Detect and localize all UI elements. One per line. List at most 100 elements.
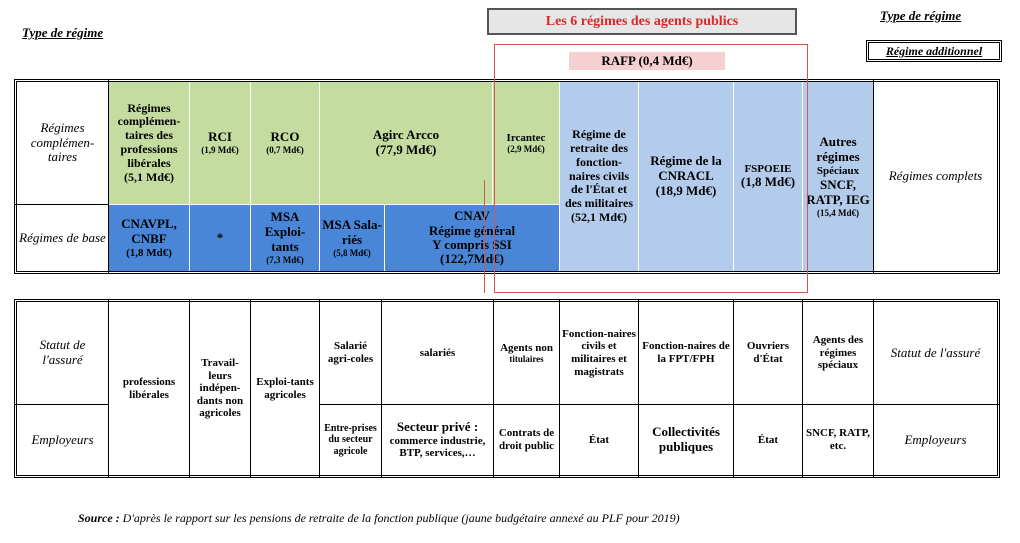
cell-rci: RCI (1,9 Md€) <box>190 82 250 204</box>
cell-autres-regimes: Autres régimes Spéciaux SNCF, RATP, IEG … <box>803 82 873 271</box>
t2-v5 <box>381 299 382 478</box>
msa-exp-title: MSA Exploi-tants <box>264 209 306 255</box>
cnracl-title: Régime de la CNRACL <box>650 153 722 184</box>
cell-right-statut: Statut de l'assuré <box>874 302 997 404</box>
autres-title: Autres régimes <box>816 134 860 165</box>
cnracl-amount: (18,9 Md€) <box>655 182 717 198</box>
cnav-title: CNAV <box>454 208 490 224</box>
row-label-statut: Statut de l'assuré <box>17 302 108 404</box>
t2-v10 <box>802 299 803 478</box>
table-regimes <box>14 79 1000 274</box>
rci-title: RCI <box>208 129 232 145</box>
source-text: D'après le rapport sur les pensions de r… <box>119 511 680 525</box>
secteur-prive-title: Secteur privé : <box>396 418 479 434</box>
cell-prof-liberales: professions libérales <box>109 302 189 475</box>
agents-speciaux-text: Agents des régimes spéciaux <box>812 334 864 372</box>
cell-cnav: CNAV Régime général Y compris SSI (122,7… <box>385 205 559 271</box>
row-label-base: Régimes de base <box>17 205 108 271</box>
t2-v1 <box>108 299 109 478</box>
collectivites-text: Collectivités publiques <box>652 424 720 454</box>
t2-v9 <box>733 299 734 478</box>
cell-etat-1: État <box>560 405 638 475</box>
t2-v8 <box>638 299 639 478</box>
row-label-employeurs-text: Employeurs <box>31 431 94 447</box>
t2-v3 <box>250 299 251 478</box>
cell-regimes-complets: Régimes complets <box>874 82 997 271</box>
cell-ircantec: Ircantec (2,9 Md€) <box>493 82 559 204</box>
row-label-base-text: Régimes de base <box>19 229 106 245</box>
cell-msa-salaries: MSA Sala-riés (5,8 Md€) <box>320 205 384 271</box>
row-label-complementaires-text: Régimes complémen-taires <box>30 119 95 165</box>
etat-2-text: État <box>757 433 779 446</box>
secteur-prive-body: commerce industrie, BTP, services,… <box>389 434 486 460</box>
autres-list: SNCF, RATP, IEG <box>806 176 870 207</box>
rci-amount: (1,9 Md€) <box>201 145 239 156</box>
cell-exploitants: Exploi-tants agricoles <box>251 302 319 475</box>
fonctionnaires-civils-text: Fonction-naires civils et militaires et … <box>562 327 636 378</box>
type-regime-right-label: Type de régime <box>880 8 962 23</box>
cell-fonctionnaires-etat: Régime de retraite des fonction-naires c… <box>560 82 638 271</box>
cell-msa-exploitants: MSA Exploi-tants (7,3 Md€) <box>251 205 319 271</box>
agirc-amount: (77,9 Md€) <box>375 142 437 157</box>
regimes-complets-text: Régimes complets <box>888 168 983 184</box>
cell-fspoeie: FSPOEIE (1,8 Md€) <box>734 82 802 271</box>
t2-v11 <box>873 299 874 478</box>
t2-hline-mid <box>320 404 873 405</box>
row-label-statut-text: Statut de l'assuré <box>39 337 86 367</box>
cell-agents-speciaux: Agents des régimes spéciaux <box>803 302 873 404</box>
prof-liberales-text: professions libérales <box>122 375 176 401</box>
t2-v6 <box>493 299 494 478</box>
table-statut <box>14 299 1000 478</box>
entreprises-agricole-text: Entre-prises du secteur agricole <box>324 422 377 457</box>
cnav-amount: (122,7Md€) <box>440 251 504 267</box>
sncf-ratp-text: SNCF, RATP, etc. <box>805 427 871 452</box>
cell-liberales: Régimes complémen-taires des professions… <box>109 82 189 204</box>
t2-v4 <box>319 299 320 478</box>
cell-agirc-arcco: Agirc Arcco (77,9 Md€) <box>320 82 492 204</box>
exploitants-text: Exploi-tants agricoles <box>256 375 314 401</box>
agirc-title: Agirc Arcco <box>372 127 440 143</box>
msa-sal-amount: (5,8 Md€) <box>333 247 371 258</box>
cell-secteur-prive: Secteur privé : commerce industrie, BTP,… <box>382 405 493 475</box>
cell-etat-2: État <box>734 405 802 475</box>
cell-fonctionnaires-fpt: Fonction-naires de la FPT/FPH <box>639 302 733 404</box>
salaries-text: salariés <box>419 346 456 359</box>
t1-hline-left <box>14 204 109 205</box>
t2-v7 <box>559 299 560 478</box>
liberales-title: Régimes complémen-taires des professions… <box>117 100 181 170</box>
liberales-amount: (5,1 Md€) <box>124 169 174 184</box>
row-label-employeurs: Employeurs <box>17 405 108 475</box>
t2-hline-right <box>873 404 1000 405</box>
autres-amount: (15,4 Md€) <box>817 207 859 218</box>
t2-v2 <box>189 299 190 478</box>
cell-collectivites: Collectivités publiques <box>639 405 733 475</box>
cell-travailleurs: Travail-leurs indépen-dants non agricole… <box>190 302 250 475</box>
cell-fonctionnaires-civils: Fonction-naires civils et militaires et … <box>560 302 638 404</box>
msa-sal-title: MSA Sala-riés <box>322 216 382 247</box>
cell-cnavpl: CNAVPL, CNBF (1,8 Md€) <box>109 205 189 271</box>
msa-exp-amount: (7,3 Md€) <box>266 255 304 266</box>
cell-salaries: salariés <box>382 302 493 404</box>
cell-agents-non-tit: Agents non titulaires <box>494 302 559 404</box>
source-label: Source : <box>78 511 120 525</box>
rco-title: RCO <box>270 129 300 145</box>
agents-non-tit-sub: titulaires <box>509 354 544 365</box>
autres-sub: Spéciaux <box>816 165 860 177</box>
fonctionnaires-title: Régime de retraite des fonction-naires c… <box>564 127 634 211</box>
title-box: Les 6 régimes des agents publics <box>487 8 797 35</box>
travailleurs-text: Travail-leurs indépen-dants non agricole… <box>196 356 244 420</box>
fspoeie-amount: (1,8 Md€) <box>740 174 796 190</box>
agents-non-tit-title: Agents non <box>500 341 553 354</box>
cnav-sub1: Régime général <box>428 222 516 238</box>
cnavpl-amount: (1,8 Md€) <box>126 246 172 259</box>
etat-1-text: État <box>588 433 610 446</box>
rafp-label: RAFP (0,4 Md€) <box>569 52 725 70</box>
right-statut-text: Statut de l'assuré <box>890 344 981 360</box>
rco-amount: (0,7 Md€) <box>266 145 304 156</box>
ouvriers-text: Ouvriers d'État <box>746 340 790 365</box>
cell-entreprises-agricole: Entre-prises du secteur agricole <box>320 405 381 475</box>
cell-ouvriers: Ouvriers d'État <box>734 302 802 404</box>
cell-salarie-agricoles: Salarié agri-coles <box>320 302 381 404</box>
right-employeurs-text: Employeurs <box>904 431 967 447</box>
type-regime-left-label: Type de régime <box>22 25 104 40</box>
